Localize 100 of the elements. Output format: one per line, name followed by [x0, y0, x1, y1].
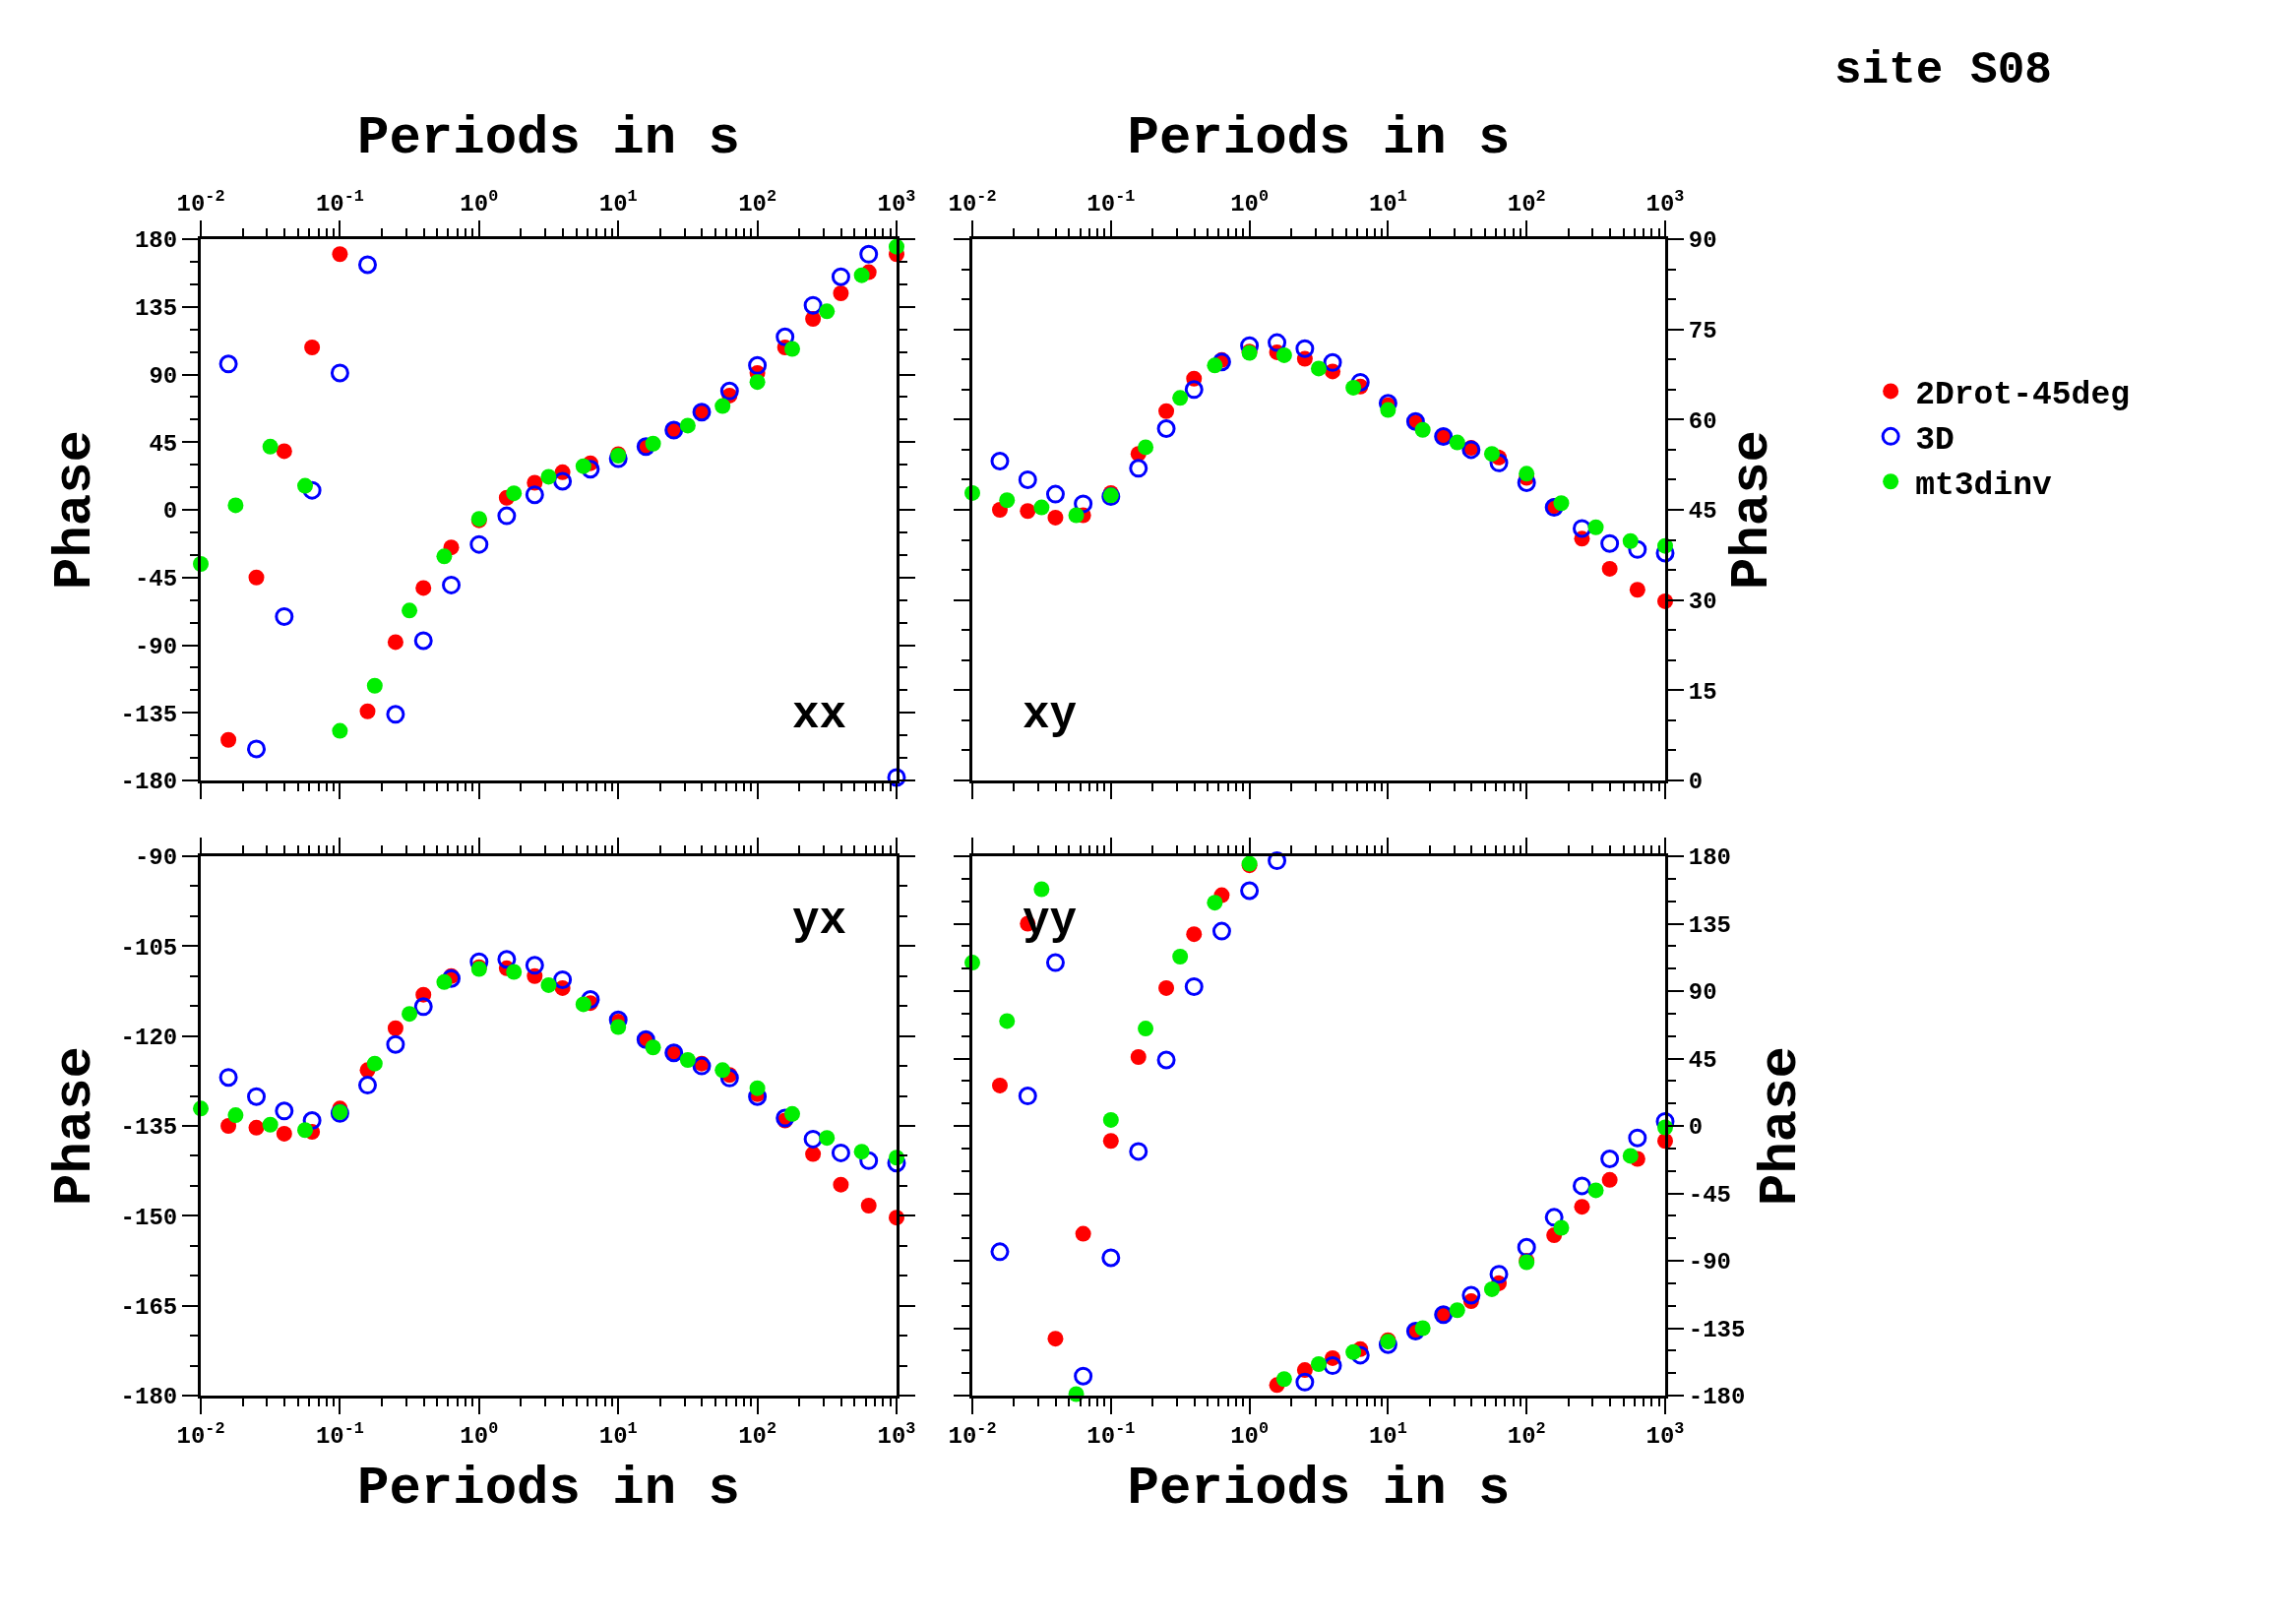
point	[1045, 484, 1065, 504]
y2-tick-label: 15	[1688, 678, 1717, 706]
point	[1074, 494, 1093, 514]
y2-tick-label: 90	[1688, 979, 1717, 1007]
point	[276, 1125, 292, 1142]
point	[304, 340, 321, 355]
x-tick-label: 10$^{-2}$	[176, 187, 225, 218]
point	[805, 1146, 822, 1162]
y-tick-label: 135	[134, 295, 178, 323]
y2-tick-label: -180	[1688, 1384, 1746, 1411]
y2-tick-label: 60	[1688, 407, 1717, 435]
point	[220, 731, 237, 748]
point	[581, 460, 600, 479]
y-tick-label: 180	[134, 227, 178, 255]
x-axis-title: Periods in s	[1127, 1459, 1511, 1520]
y2-tick-label: 90	[1688, 227, 1717, 255]
point	[332, 722, 348, 739]
point	[1544, 1208, 1564, 1227]
y-axis-title: Phase	[45, 429, 106, 591]
y-tick-label: -120	[120, 1025, 178, 1052]
y-tick-label: -180	[120, 769, 178, 796]
point	[442, 575, 462, 594]
x-tick-label: 10$^{-2}$	[948, 187, 997, 218]
point	[990, 1242, 1010, 1262]
x-tick-label: 10$^{3}$	[877, 187, 916, 218]
point	[776, 327, 795, 346]
y-tick-label: 90	[149, 362, 178, 390]
point	[302, 480, 322, 500]
y-tick-label: -165	[120, 1294, 178, 1322]
point	[833, 1176, 849, 1193]
y2-tick-label: -90	[1688, 1249, 1732, 1277]
point	[220, 1118, 237, 1134]
y2-tick-label: 45	[1688, 498, 1717, 526]
point	[1600, 1149, 1620, 1168]
x-tick-label: 10$^{-2}$	[176, 1418, 225, 1450]
point	[719, 381, 739, 401]
point	[991, 1077, 1008, 1093]
point	[1074, 1366, 1093, 1386]
x-tick-label: 10$^{2}$	[1507, 1418, 1546, 1450]
point	[218, 1068, 238, 1088]
y-tick-label: -135	[120, 701, 178, 728]
x-tick-label: 10$^{0}$	[1230, 1418, 1270, 1450]
point	[330, 363, 349, 383]
point	[1018, 1087, 1037, 1106]
annotation: yx	[792, 896, 847, 947]
point	[1130, 1048, 1147, 1065]
x-tick-label: 10$^{3}$	[1645, 187, 1685, 218]
point	[1129, 459, 1148, 478]
x-tick-label: 10$^{1}$	[598, 1418, 638, 1450]
x-tick-label: 10$^{-2}$	[948, 1418, 997, 1450]
point	[275, 606, 294, 626]
y2-tick-label: 0	[1688, 769, 1704, 796]
point	[525, 485, 544, 505]
legend-label: 2Drot-45deg	[1915, 377, 2130, 414]
y-tick-label: 0	[162, 498, 178, 526]
point	[1629, 582, 1645, 598]
point	[859, 244, 879, 264]
point	[1574, 1199, 1590, 1215]
point	[1601, 560, 1618, 577]
y2-tick-label: -135	[1688, 1316, 1746, 1343]
point	[1268, 333, 1287, 352]
x-axis-title: Periods in s	[1127, 107, 1511, 168]
point	[275, 1101, 294, 1121]
point	[1323, 352, 1342, 372]
y2-tick-label: -45	[1688, 1181, 1732, 1209]
legend-label: mt3dinv	[1915, 467, 2052, 505]
point	[413, 631, 433, 651]
point	[525, 956, 544, 975]
point	[1295, 339, 1315, 358]
annotation: yy	[1023, 896, 1078, 947]
x-axis-title: Periods in s	[357, 107, 740, 168]
y2-tick-label: 135	[1688, 911, 1732, 939]
y2-tick-label: 30	[1688, 589, 1717, 616]
text: site S08	[1834, 45, 2052, 96]
point	[1211, 921, 1231, 941]
point	[1601, 1171, 1618, 1188]
point	[302, 1111, 322, 1131]
y-tick-label: -105	[120, 934, 178, 962]
point	[1156, 1050, 1176, 1070]
x-tick-label: 10$^{2}$	[1507, 187, 1546, 218]
point	[332, 246, 348, 263]
x-tick-label: 10$^{0}$	[1230, 187, 1270, 218]
point	[990, 452, 1010, 470]
y2-axis-title: Phase	[1721, 429, 1782, 591]
point	[1129, 1142, 1148, 1161]
x-axis-title: Periods in s	[357, 1459, 740, 1520]
y2-tick-label: 45	[1688, 1046, 1717, 1074]
point	[1268, 851, 1287, 871]
y2-tick-label: 75	[1688, 318, 1717, 345]
point	[1461, 1285, 1481, 1305]
y-tick-label: -45	[134, 566, 178, 593]
point	[1102, 1133, 1119, 1150]
point	[1158, 979, 1175, 996]
point	[1628, 1128, 1647, 1148]
y-tick-label: 45	[149, 430, 178, 458]
point	[247, 739, 267, 759]
point	[860, 1197, 877, 1214]
point	[1600, 533, 1620, 553]
point	[415, 580, 432, 596]
y-tick-label: -150	[120, 1204, 178, 1231]
